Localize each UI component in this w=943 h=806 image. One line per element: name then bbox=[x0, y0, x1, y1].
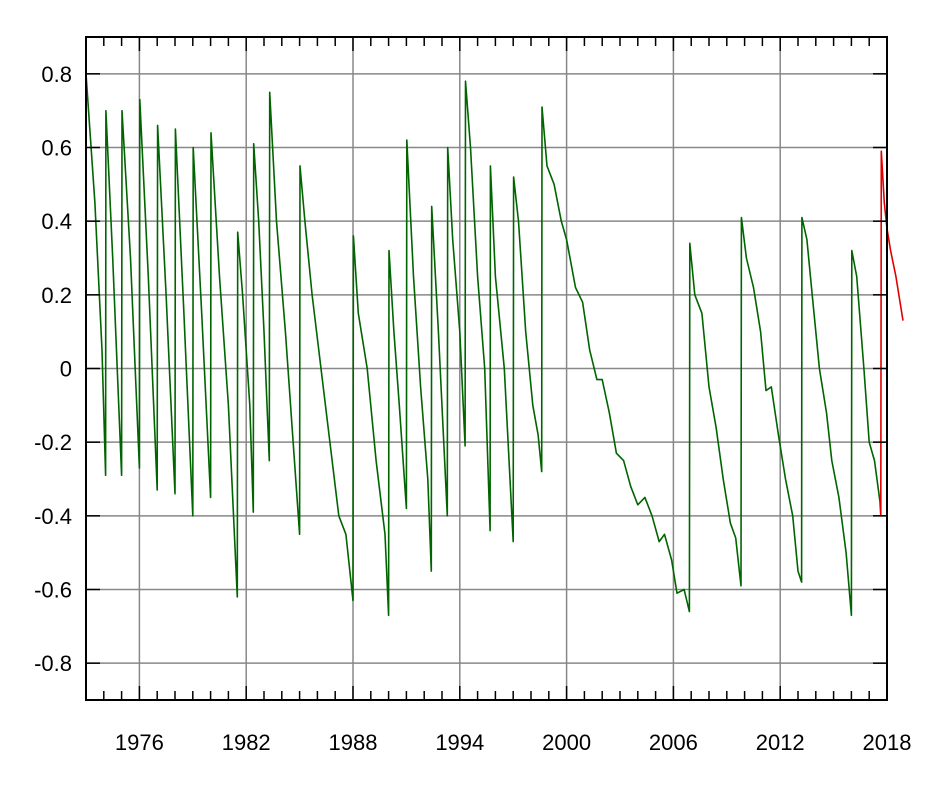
series-lines bbox=[85, 73, 904, 617]
y-tick-label: 0.6 bbox=[41, 136, 72, 161]
x-tick-label: 2018 bbox=[863, 730, 912, 755]
axis-ticks bbox=[85, 37, 888, 700]
y-tick-label: 0 bbox=[60, 357, 72, 382]
x-tick-label: 1982 bbox=[222, 730, 271, 755]
y-tick-label: -0.8 bbox=[34, 651, 72, 676]
x-tick-label: 1976 bbox=[115, 730, 164, 755]
x-tick-label: 1994 bbox=[435, 730, 484, 755]
y-tick-label: 0.2 bbox=[41, 283, 72, 308]
x-tick-label: 2012 bbox=[756, 730, 805, 755]
y-tick-label: -0.2 bbox=[34, 430, 72, 455]
y-tick-label: -0.6 bbox=[34, 578, 72, 603]
y-tick-label: 0.8 bbox=[41, 62, 72, 87]
tick-labels: 1976 1982 1988 1994 2000 2006 2012 2018 0.8 0.6 0.… bbox=[34, 62, 911, 755]
gridlines bbox=[86, 37, 887, 700]
x-tick-label: 2006 bbox=[649, 730, 698, 755]
y-tick-label: 0.4 bbox=[41, 209, 72, 234]
series-line-1 bbox=[85, 73, 881, 617]
x-tick-label: 2000 bbox=[542, 730, 591, 755]
x-tick-label: 1988 bbox=[329, 730, 378, 755]
y-tick-label: -0.4 bbox=[34, 504, 72, 529]
series-line-2 bbox=[879, 150, 904, 517]
